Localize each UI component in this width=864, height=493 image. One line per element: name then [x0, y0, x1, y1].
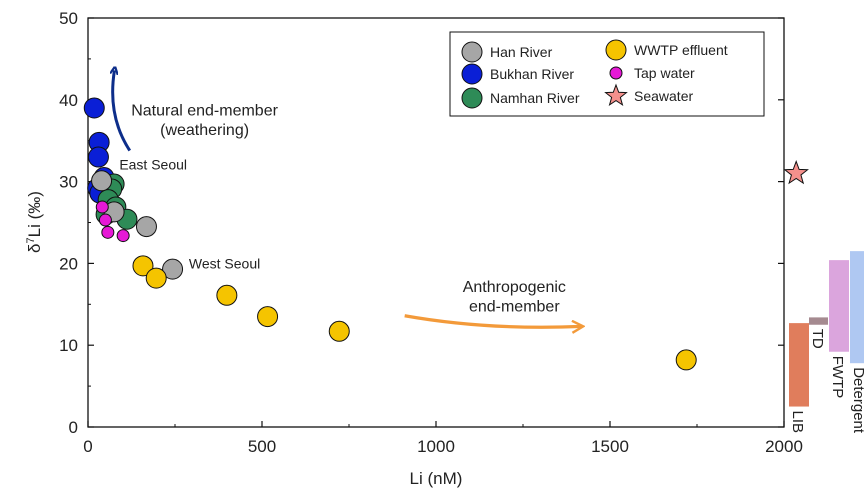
- legend-label-seawater: Seawater: [634, 88, 693, 104]
- point-han-river: [135, 216, 157, 238]
- x-tick-label: 1500: [591, 437, 629, 456]
- annotation-natural-end-member: Natural end-member: [131, 102, 278, 119]
- x-tick-label: 500: [248, 437, 276, 456]
- point-wwtp-effluent: [145, 267, 167, 289]
- point-wwtp-effluent: [328, 320, 350, 342]
- y-tick-label: 20: [59, 254, 78, 273]
- point-wwtp-effluent: [132, 255, 154, 277]
- side-bar-label-fwtp: FWTP: [829, 356, 846, 399]
- trend-arrows: [113, 70, 582, 327]
- point-wwtp-effluent: [675, 349, 697, 371]
- legend-label-namhan-river: Namhan River: [490, 90, 580, 106]
- y-axis-title-superscript: 7: [25, 237, 37, 243]
- legend-label-tap-water: Tap water: [634, 65, 695, 81]
- point-tap-water: [116, 229, 130, 243]
- side-bar-detergent: [850, 251, 864, 364]
- y-axis: 0 10 20 30 40 50: [59, 9, 784, 437]
- legend-marker-namhan-river: [461, 87, 483, 109]
- x-axis-title: Li (nM): [410, 469, 463, 488]
- legend-marker-bukhan-river: [461, 63, 483, 85]
- annotation-anthropogenic: Anthropogenic: [463, 279, 566, 296]
- x-tick-label: 1000: [417, 437, 455, 456]
- y-tick-label: 30: [59, 173, 78, 192]
- legend-marker-tap-water: [609, 66, 623, 80]
- y-tick-label: 50: [59, 9, 78, 28]
- legend-marker-seawater: [604, 83, 628, 107]
- side-bar-label-lib: LIB: [789, 411, 806, 434]
- legend-marker-wwtp-effluent: [605, 39, 627, 61]
- side-bar-fwtp: [829, 260, 849, 352]
- y-tick-label: 0: [69, 418, 78, 437]
- annotation-weathering: (weathering): [160, 122, 249, 139]
- point-tap-water: [95, 200, 109, 214]
- legend-label-bukhan-river: Bukhan River: [490, 66, 574, 82]
- annotation-east-seoul: East Seoul: [119, 156, 187, 172]
- point-tap-water: [98, 213, 112, 227]
- point-han-river: [91, 170, 113, 192]
- natural-arrow: [113, 70, 132, 152]
- y-axis-title: δ7Li (‰): [25, 191, 44, 253]
- legend: Han River Bukhan River Namhan River WWTP ef…: [449, 31, 765, 117]
- point-wwtp-effluent: [257, 306, 279, 328]
- legend-marker-han-river: [461, 41, 483, 63]
- anthropogenic-arrow: [404, 314, 582, 328]
- side-bar-label-detergent: Detergent: [850, 367, 864, 434]
- y-tick-label: 10: [59, 336, 78, 355]
- y-tick-label: 40: [59, 91, 78, 110]
- annotation-west-seoul: West Seoul: [189, 255, 260, 271]
- data-points: [83, 97, 809, 371]
- x-tick-label: 0: [83, 437, 92, 456]
- x-tick-label: 2000: [765, 437, 803, 456]
- point-bukhan-river: [83, 97, 105, 119]
- legend-label-han-river: Han River: [490, 44, 553, 60]
- side-bar-td: [809, 317, 828, 325]
- point-tap-water: [101, 225, 115, 239]
- x-axis: 0 500 1000 1500 2000: [83, 421, 803, 456]
- point-han-river: [162, 258, 184, 280]
- point-bukhan-river: [87, 146, 109, 168]
- legend-label-wwtp-effluent: WWTP effluent: [634, 42, 728, 58]
- side-bar-label-td: TD: [809, 329, 826, 349]
- annotations: East Seoul West Seoul Natural end-member (w…: [119, 102, 566, 315]
- point-seawater: [783, 159, 809, 185]
- y-axis-title-text: Li (‰): [25, 191, 44, 237]
- point-wwtp-effluent: [216, 284, 238, 306]
- side-bar-lib: [789, 323, 809, 407]
- y-axis-title-delta: δ: [25, 243, 44, 252]
- annotation-end-member: end-member: [469, 299, 560, 316]
